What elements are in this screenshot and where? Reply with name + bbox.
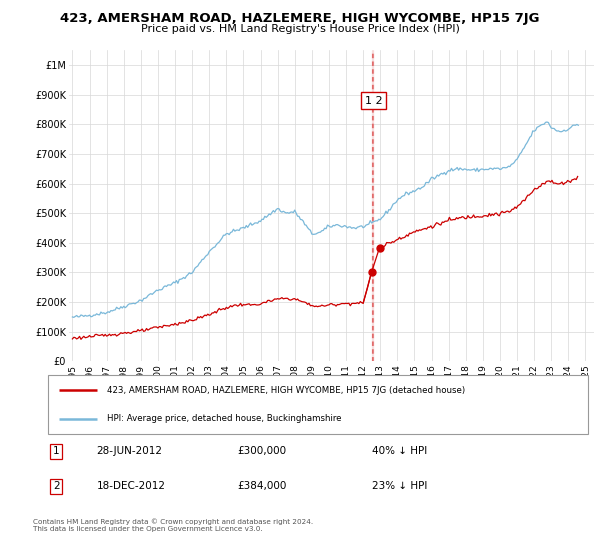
Text: £384,000: £384,000: [237, 481, 286, 491]
Text: £300,000: £300,000: [237, 446, 286, 456]
Text: 1: 1: [53, 446, 59, 456]
Text: Price paid vs. HM Land Registry's House Price Index (HPI): Price paid vs. HM Land Registry's House …: [140, 24, 460, 34]
Text: 423, AMERSHAM ROAD, HAZLEMERE, HIGH WYCOMBE, HP15 7JG (detached house): 423, AMERSHAM ROAD, HAZLEMERE, HIGH WYCO…: [107, 386, 466, 395]
Text: 28-JUN-2012: 28-JUN-2012: [97, 446, 163, 456]
Text: HPI: Average price, detached house, Buckinghamshire: HPI: Average price, detached house, Buck…: [107, 414, 342, 423]
Text: 23% ↓ HPI: 23% ↓ HPI: [372, 481, 427, 491]
Text: 40% ↓ HPI: 40% ↓ HPI: [372, 446, 427, 456]
Text: Contains HM Land Registry data © Crown copyright and database right 2024.
This d: Contains HM Land Registry data © Crown c…: [33, 518, 313, 531]
Text: 18-DEC-2012: 18-DEC-2012: [97, 481, 166, 491]
Text: 2: 2: [53, 481, 59, 491]
FancyBboxPatch shape: [48, 375, 588, 434]
Text: 1 2: 1 2: [365, 96, 382, 106]
Text: 423, AMERSHAM ROAD, HAZLEMERE, HIGH WYCOMBE, HP15 7JG: 423, AMERSHAM ROAD, HAZLEMERE, HIGH WYCO…: [60, 12, 540, 25]
